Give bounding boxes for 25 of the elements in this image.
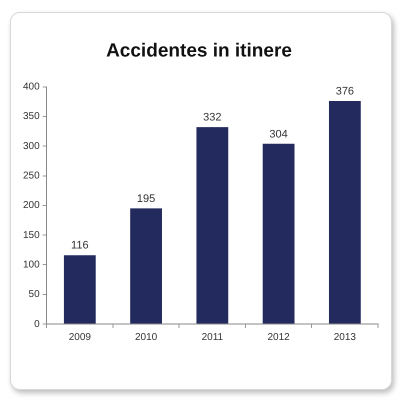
data-label: 116 — [71, 240, 89, 252]
y-tick-label: 350 — [22, 111, 40, 122]
x-tick-label: 2009 — [68, 332, 92, 343]
bar — [262, 144, 295, 324]
y-tick-label: 150 — [22, 230, 40, 241]
y-tick-label: 400 — [22, 82, 40, 93]
chart-title: Accidentes in itinere — [106, 40, 292, 62]
y-tick-label: 100 — [22, 259, 40, 270]
data-label: 195 — [136, 192, 156, 205]
y-tick-label: 200 — [22, 200, 40, 212]
x-tick-label: 2012 — [267, 332, 290, 343]
data-label: 332 — [203, 112, 222, 124]
data-label: 304 — [269, 128, 288, 140]
bar — [328, 101, 361, 324]
bar — [196, 127, 228, 324]
y-tick-label: 50 — [28, 289, 40, 300]
x-tick-label: 2011 — [202, 332, 224, 343]
x-tick-label: 2010 — [134, 332, 158, 343]
y-tick-label: 300 — [22, 140, 40, 152]
bar — [64, 255, 96, 324]
data-label: 376 — [336, 86, 354, 98]
y-tick-label: 0 — [34, 318, 40, 330]
x-tick-label: 2013 — [334, 332, 356, 343]
bar — [130, 208, 162, 324]
y-tick-label: 250 — [22, 170, 40, 182]
